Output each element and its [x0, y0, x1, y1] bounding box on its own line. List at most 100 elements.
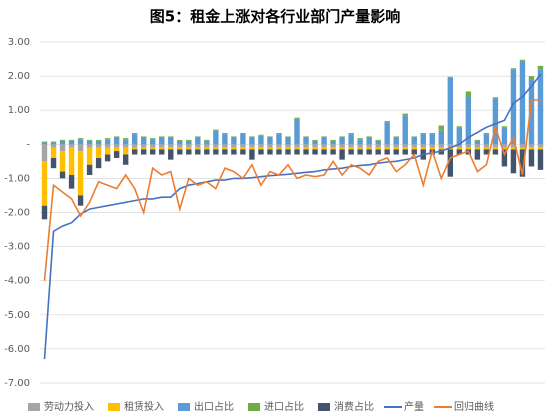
bar-segment [348, 133, 354, 135]
bar-segment [501, 149, 508, 167]
bar-segment [312, 147, 318, 150]
bar-segment [411, 147, 417, 150]
y-tick-label: -6.00 [4, 344, 30, 355]
bar-segment [312, 140, 318, 145]
bar-segment [50, 141, 57, 143]
bar-segment [294, 118, 300, 145]
bar-segment [393, 136, 399, 138]
bar-segment [393, 144, 399, 148]
bar-segment [141, 149, 147, 155]
bar-segment [213, 130, 219, 145]
bar-segment [366, 149, 372, 155]
bar-segment [86, 139, 93, 141]
bar-segment [276, 147, 282, 150]
bar-segment [131, 149, 138, 155]
bar-segment [141, 136, 147, 138]
bar-segment [501, 147, 508, 150]
bar-segment [122, 139, 129, 145]
bar-segment [483, 144, 490, 148]
bar-segment [204, 139, 210, 141]
bar-segment [59, 171, 66, 179]
bar-segment [339, 147, 345, 150]
bar-segment [510, 147, 517, 150]
bar-segment [240, 144, 246, 148]
bar-segment [131, 147, 138, 150]
bar-segment [510, 144, 517, 148]
bar-segment [59, 151, 66, 172]
bar-segment [411, 144, 417, 148]
bar-segment [267, 144, 273, 148]
legend-swatch [28, 403, 40, 411]
bar-segment [258, 147, 264, 150]
bar-segment [50, 147, 57, 158]
bar-segment [366, 137, 372, 145]
bar-segment [366, 147, 372, 150]
bar-segment [159, 137, 165, 145]
bar-segment [456, 126, 463, 128]
bar-segment [240, 134, 246, 145]
bar-segment [231, 147, 237, 150]
bar-segment [204, 144, 210, 148]
bar-segment [330, 149, 336, 155]
bar-segment [267, 136, 273, 138]
bar-segment [393, 137, 399, 145]
bar-segment [393, 149, 399, 155]
bar-segment [312, 139, 318, 141]
bar-segment [519, 147, 526, 150]
bar-segment [258, 134, 264, 136]
bar-segment [483, 147, 490, 150]
bar-segment [86, 164, 93, 175]
bar-segment [104, 138, 111, 140]
bar-segment [321, 136, 327, 138]
bar-segment [95, 157, 102, 169]
bar-segment [303, 144, 309, 148]
bar-segment [339, 144, 345, 148]
bar-segment [285, 149, 291, 155]
bar-segment [204, 147, 210, 150]
bar-segment [276, 149, 282, 155]
bar-segment [41, 141, 48, 143]
bar-segment [294, 144, 300, 148]
bar-segment [68, 147, 75, 175]
bar-segment [384, 122, 390, 145]
bar-segment [411, 137, 417, 145]
bar-segment [50, 144, 57, 148]
bar-segment [168, 137, 174, 145]
bar-segment [303, 136, 309, 138]
bar-segment [528, 144, 535, 148]
bar-segment [122, 147, 129, 155]
bar-segment [249, 149, 255, 160]
bar-segment [68, 140, 75, 145]
bar-segment [276, 133, 282, 135]
bar-segment [321, 149, 327, 155]
bar-segment [492, 98, 499, 145]
bar-segment [357, 138, 363, 140]
bar-segment [375, 140, 381, 145]
bar-segment [41, 142, 48, 145]
y-tick-label: -3.00 [4, 242, 30, 253]
bar-segment [474, 147, 481, 150]
bar-segment [68, 139, 75, 141]
bar-segment [348, 147, 354, 150]
bar-segment [465, 91, 472, 97]
bar-segment [303, 147, 309, 150]
bar-segment [519, 149, 526, 177]
bar-segment [411, 149, 417, 155]
bar-segment [501, 144, 508, 148]
bar-segment [59, 144, 66, 152]
bar-segment [77, 139, 84, 145]
bar-segment [474, 144, 481, 148]
bar-segment [447, 149, 454, 177]
bar-segment [528, 79, 535, 145]
bar-segment [438, 149, 444, 155]
bar-segment [104, 144, 111, 148]
bar-segment [366, 136, 372, 138]
bar-segment [186, 139, 192, 141]
bar-segment [77, 144, 84, 152]
bar-segment [240, 133, 246, 135]
legend-label: 产量 [404, 400, 424, 413]
bar-segment [402, 147, 408, 150]
bar-segment [321, 144, 327, 148]
